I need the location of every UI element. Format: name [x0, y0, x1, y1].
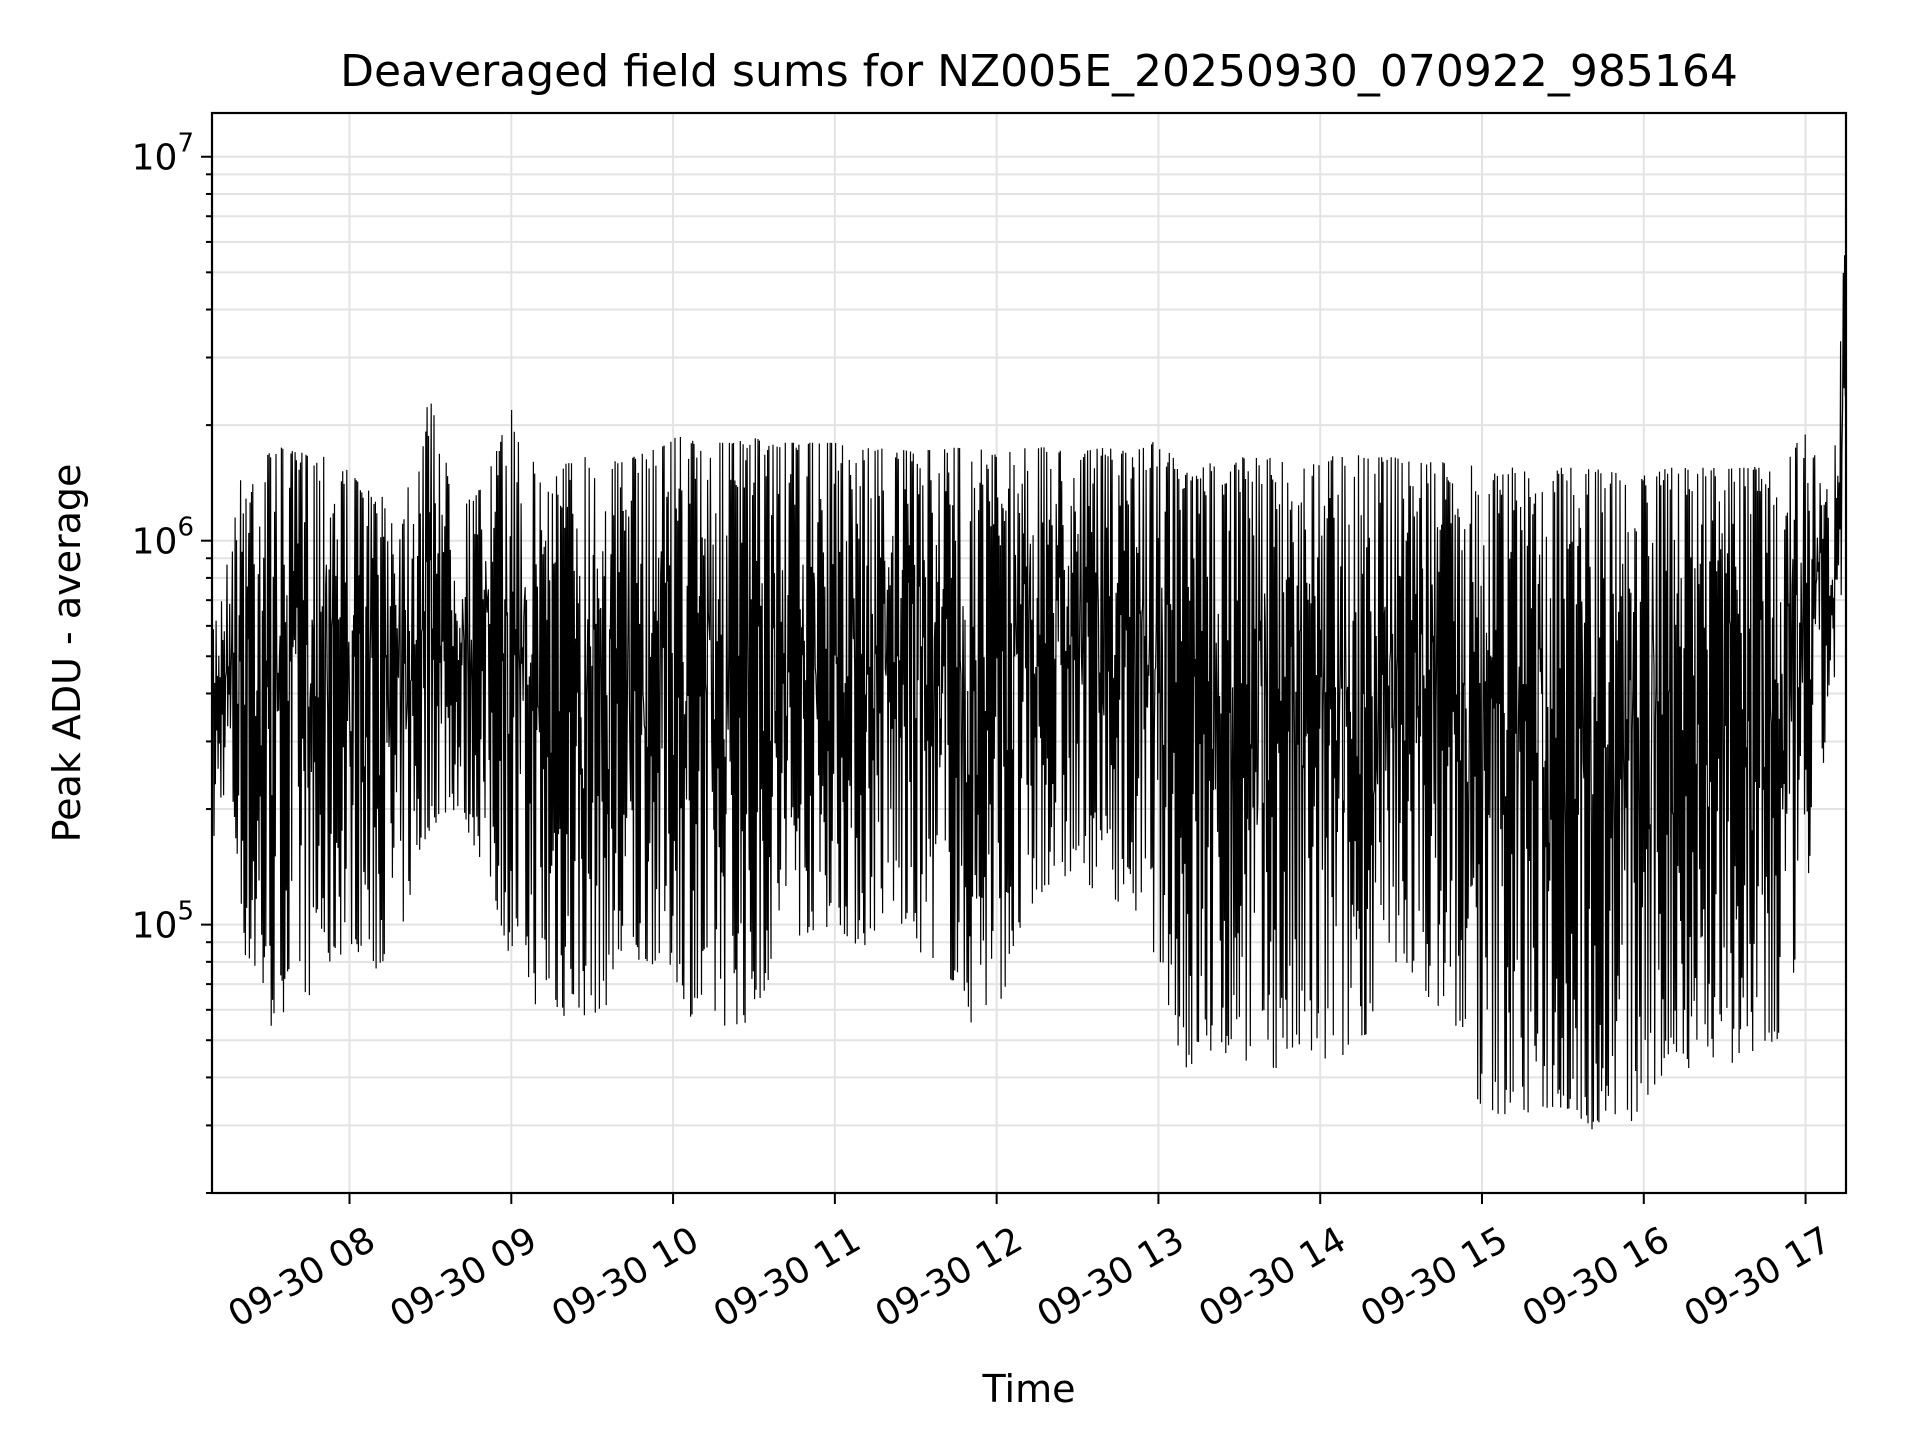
y-axis-label: Peak ADU - average: [45, 464, 89, 843]
y-tick-label: 107: [132, 129, 194, 179]
data-series: [211, 245, 1847, 1130]
chart-title: Deaveraged field sums for NZ005E_2025093…: [340, 46, 1738, 97]
plot-frame: [210, 111, 1848, 1195]
series-line: [211, 245, 1847, 1130]
y-tick-label: 105: [132, 897, 194, 947]
y-tick-label: 106: [132, 513, 194, 563]
x-axis-label: Time: [982, 1367, 1076, 1411]
